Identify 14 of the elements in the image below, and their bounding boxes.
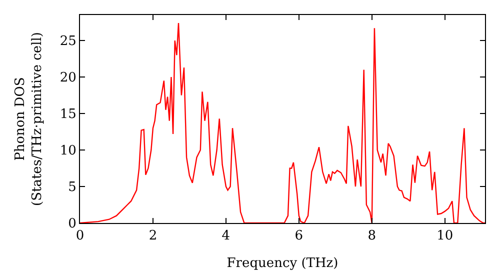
y-tick-label: 15 <box>60 107 76 122</box>
y-tick-label: 0 <box>68 216 76 232</box>
y-axis-title: Phonon DOS (States/THz·primitive cell) <box>12 32 45 206</box>
x-tick-label: 4 <box>222 228 230 244</box>
x-tick-label: 2 <box>148 228 158 244</box>
y-tick-label: 20 <box>60 70 76 86</box>
x-tick-label: 8 <box>368 228 376 244</box>
line-series <box>80 22 485 223</box>
y-tick-label: 25 <box>60 34 76 50</box>
x-tick-label: 10 <box>436 228 454 244</box>
x-axis-title: Frequency (THz) <box>226 256 338 272</box>
y-tick-label: 10 <box>60 144 76 159</box>
y-tick-label: 5 <box>68 180 76 196</box>
x-tick-label: 6 <box>294 228 304 244</box>
